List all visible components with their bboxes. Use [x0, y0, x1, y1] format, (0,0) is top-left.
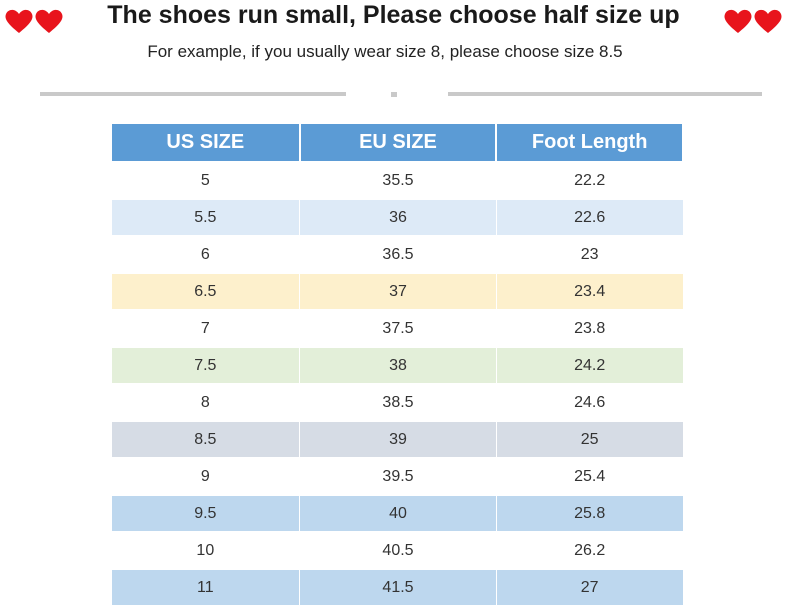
- divider-dot: [391, 92, 397, 97]
- heart-icon: [724, 9, 752, 33]
- us-size-cell: 6: [110, 235, 301, 274]
- table-row: 10 40.5 26.2: [110, 531, 684, 570]
- table-row: 7.5 38 24.2: [110, 346, 684, 385]
- divider-left: [40, 92, 346, 96]
- table-row: 9 39.5 25.4: [110, 457, 684, 496]
- eu-size-cell: 39.5: [299, 457, 497, 496]
- foot-length-cell: 22.2: [495, 161, 684, 200]
- foot-length-cell: 26.2: [495, 531, 684, 570]
- heart-icon: [5, 9, 33, 33]
- foot-length-cell: 25: [495, 420, 684, 459]
- table-row: 7 37.5 23.8: [110, 309, 684, 348]
- us-size-cell: 7: [110, 309, 301, 348]
- us-size-cell: 9.5: [110, 494, 301, 533]
- hearts-right: [723, 8, 783, 34]
- foot-length-cell: 24.6: [495, 383, 684, 422]
- foot-length-cell: 25.8: [495, 494, 684, 533]
- divider-right: [448, 92, 762, 96]
- foot-length-cell: 22.6: [495, 198, 684, 237]
- column-header-foot-length: Foot Length: [495, 122, 684, 163]
- heart-icon: [754, 9, 782, 33]
- us-size-cell: 9: [110, 457, 301, 496]
- page-title: The shoes run small, Please choose half …: [107, 1, 680, 29]
- eu-size-cell: 36: [299, 198, 497, 237]
- us-size-cell: 10: [110, 531, 301, 570]
- table-row: 6.5 37 23.4: [110, 272, 684, 311]
- foot-length-cell: 25.4: [495, 457, 684, 496]
- table-row: 5.5 36 22.6: [110, 198, 684, 237]
- table-row: 5 35.5 22.2: [110, 161, 684, 200]
- eu-size-cell: 40: [299, 494, 497, 533]
- us-size-cell: 8: [110, 383, 301, 422]
- foot-length-cell: 27: [495, 568, 684, 607]
- eu-size-cell: 39: [299, 420, 497, 459]
- table-row: 8.5 39 25: [110, 420, 684, 459]
- table-row: 11 41.5 27: [110, 568, 684, 607]
- page-subtitle: For example, if you usually wear size 8,…: [147, 42, 623, 61]
- eu-size-cell: 41.5: [299, 568, 497, 607]
- eu-size-cell: 36.5: [299, 235, 497, 274]
- size-chart-table: US SIZE EU SIZE Foot Length 5 35.5 22.2 5.…: [110, 122, 684, 607]
- foot-length-cell: 23.8: [495, 309, 684, 348]
- eu-size-cell: 37.5: [299, 309, 497, 348]
- us-size-cell: 7.5: [110, 346, 301, 385]
- eu-size-cell: 38: [299, 346, 497, 385]
- us-size-cell: 11: [110, 568, 301, 607]
- foot-length-cell: 24.2: [495, 346, 684, 385]
- eu-size-cell: 37: [299, 272, 497, 311]
- eu-size-cell: 38.5: [299, 383, 497, 422]
- hearts-left: [4, 8, 64, 34]
- us-size-cell: 8.5: [110, 420, 301, 459]
- column-header-eu-size: EU SIZE: [298, 122, 498, 163]
- column-header-us-size: US SIZE: [110, 122, 301, 163]
- us-size-cell: 5: [110, 161, 301, 200]
- foot-length-cell: 23: [495, 235, 684, 274]
- table-row: 8 38.5 24.6: [110, 383, 684, 422]
- table-row: 6 36.5 23: [110, 235, 684, 274]
- us-size-cell: 6.5: [110, 272, 301, 311]
- us-size-cell: 5.5: [110, 198, 301, 237]
- eu-size-cell: 35.5: [299, 161, 497, 200]
- table-row: 9.5 40 25.8: [110, 494, 684, 533]
- foot-length-cell: 23.4: [495, 272, 684, 311]
- eu-size-cell: 40.5: [299, 531, 497, 570]
- heart-icon: [35, 9, 63, 33]
- table-header-row: US SIZE EU SIZE Foot Length: [110, 122, 684, 163]
